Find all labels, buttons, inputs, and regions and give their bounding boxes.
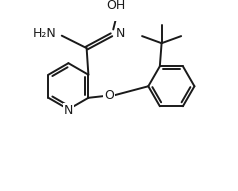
- Text: OH: OH: [106, 0, 125, 12]
- Text: H₂N: H₂N: [33, 27, 56, 40]
- Text: O: O: [104, 89, 114, 102]
- Text: N: N: [64, 104, 73, 117]
- Text: N: N: [116, 27, 125, 40]
